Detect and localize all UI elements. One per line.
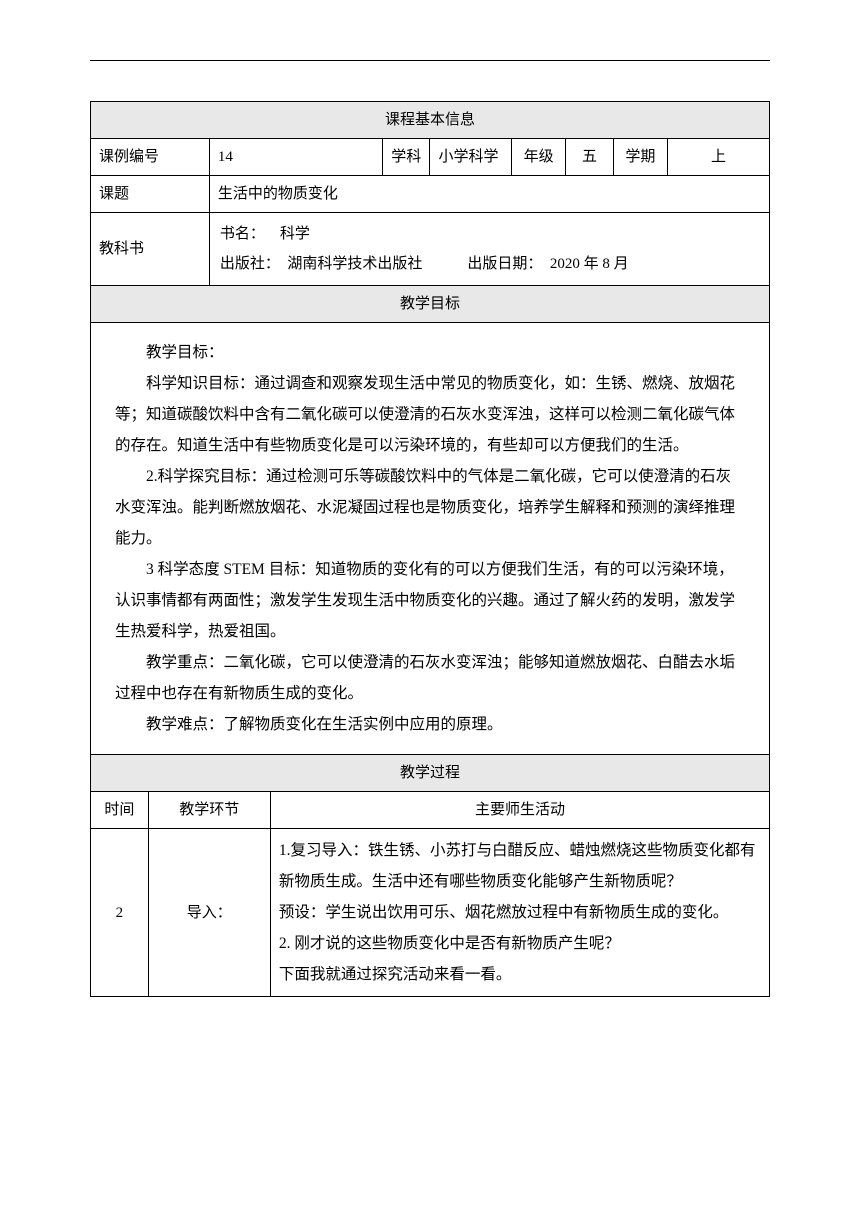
row1-act-2: 预设：学生说出饮用可乐、烟花燃放过程中有新物质生成的变化。 — [279, 897, 761, 928]
value-grade: 五 — [566, 139, 614, 176]
goals-p2: 2.科学探究目标：通过检测可乐等碳酸饮料中的气体是二氧化碳，它可以使澄清的石灰水… — [115, 461, 745, 554]
label-subject: 学科 — [382, 139, 430, 176]
goals-heading: 教学目标： — [115, 337, 745, 368]
row1-activity: 1.复习导入：铁生锈、小苏打与白醋反应、蜡烛燃烧这些物质变化都有新物质生成。生活… — [270, 829, 769, 997]
value-lesson-id: 14 — [209, 139, 382, 176]
label-grade: 年级 — [511, 139, 565, 176]
value-semester: 上 — [668, 139, 770, 176]
goals-p3: 3 科学态度 STEM 目标：知道物质的变化有的可以方便我们生活，有的可以污染环… — [115, 554, 745, 647]
row1-act-4: 下面我就通过探究活动来看一看。 — [279, 959, 761, 990]
publisher-label: 出版社： — [220, 256, 280, 272]
row1-phase: 导入： — [148, 829, 270, 997]
value-topic: 生活中的物质变化 — [209, 176, 769, 213]
goals-row: 教学目标： 科学知识目标：通过调查和观察发现生活中常见的物质变化，如：生锈、燃烧… — [91, 323, 770, 755]
basic-info-title: 课程基本信息 — [91, 102, 770, 139]
book-name-label: 书名： — [220, 226, 265, 242]
row1-time: 2 — [91, 829, 149, 997]
basic-info-header-row: 课程基本信息 — [91, 102, 770, 139]
goals-difficulty: 教学难点：了解物质变化在生活实例中应用的原理。 — [115, 709, 745, 740]
book-name-value: 科学 — [280, 226, 310, 242]
row-textbook: 教科书 书名： 科学 出版社： 湖南科学技术出版社 出版日期： 2020 年 8… — [91, 213, 770, 286]
row-topic: 课题 生活中的物质变化 — [91, 176, 770, 213]
goals-header-row: 教学目标 — [91, 286, 770, 323]
col-activity: 主要师生活动 — [270, 792, 769, 829]
value-subject: 小学科学 — [430, 139, 511, 176]
label-textbook: 教科书 — [91, 213, 210, 286]
col-phase: 教学环节 — [148, 792, 270, 829]
label-lesson-id: 课例编号 — [91, 139, 210, 176]
publisher-value: 湖南科学技术出版社 — [287, 256, 422, 272]
pub-date-value: 2020 年 8 月 — [550, 256, 629, 272]
col-time: 时间 — [91, 792, 149, 829]
top-rule — [90, 60, 770, 61]
process-title: 教学过程 — [91, 755, 770, 792]
row1-act-1: 1.复习导入：铁生锈、小苏打与白醋反应、蜡烛燃烧这些物质变化都有新物质生成。生活… — [279, 835, 761, 897]
label-semester: 学期 — [613, 139, 667, 176]
row-lesson-id: 课例编号 14 学科 小学科学 年级 五 学期 上 — [91, 139, 770, 176]
process-row-1: 2 导入： 1.复习导入：铁生锈、小苏打与白醋反应、蜡烛燃烧这些物质变化都有新物… — [91, 829, 770, 997]
process-header-row: 教学过程 — [91, 755, 770, 792]
textbook-cell: 书名： 科学 出版社： 湖南科学技术出版社 出版日期： 2020 年 8 月 — [209, 213, 769, 286]
label-topic: 课题 — [91, 176, 210, 213]
goals-cell: 教学目标： 科学知识目标：通过调查和观察发现生活中常见的物质变化，如：生锈、燃烧… — [91, 323, 770, 755]
pub-date-label: 出版日期： — [467, 256, 542, 272]
row1-act-3: 2. 刚才说的这些物质变化中是否有新物质产生呢？ — [279, 928, 761, 959]
page: 课程基本信息 课例编号 14 学科 小学科学 年级 五 学期 上 课题 生活中的… — [0, 0, 860, 1216]
goals-title: 教学目标 — [91, 286, 770, 323]
goals-keypoint: 教学重点：二氧化碳，它可以使澄清的石灰水变浑浊；能够知道燃放烟花、白醋去水垢过程… — [115, 647, 745, 709]
process-columns-row: 时间 教学环节 主要师生活动 — [91, 792, 770, 829]
lesson-table: 课程基本信息 课例编号 14 学科 小学科学 年级 五 学期 上 课题 生活中的… — [90, 101, 770, 997]
goals-p1: 科学知识目标：通过调查和观察发现生活中常见的物质变化，如：生锈、燃烧、放烟花等；… — [115, 368, 745, 461]
